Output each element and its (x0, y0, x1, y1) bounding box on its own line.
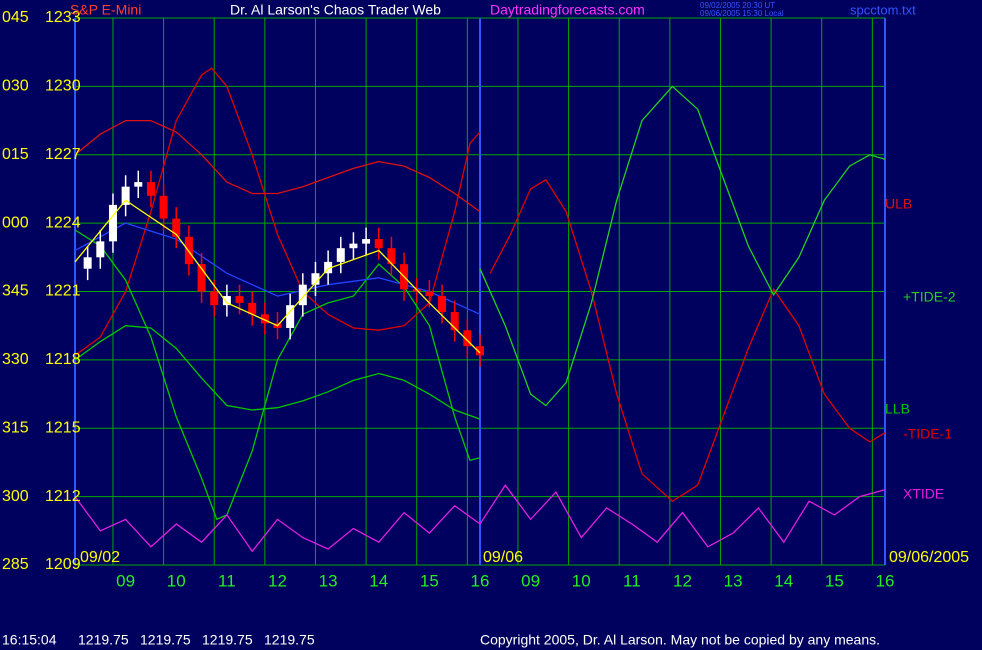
legend-label: LLB (885, 401, 910, 417)
date-label: 09/06 (483, 549, 523, 566)
quote-value: 1219.75 (264, 632, 315, 648)
series-line (74, 199, 481, 354)
x-tick-label: 13 (724, 571, 743, 590)
price-body (83, 257, 92, 269)
y-tick-label: 1224 (45, 214, 81, 231)
price-body (260, 314, 269, 324)
price-body (425, 291, 434, 297)
price-body (286, 305, 295, 328)
x-tick-label: 11 (218, 571, 236, 590)
y-tick-code: 000 (2, 214, 29, 231)
price-body (476, 346, 484, 356)
x-tick-label: 12 (268, 571, 287, 590)
y-tick-code: 045 (2, 9, 29, 26)
price-body (336, 248, 345, 262)
price-body (222, 296, 231, 306)
y-tick-label: 1221 (45, 283, 81, 300)
price-body (463, 330, 472, 347)
y-tick-code: 300 (2, 488, 29, 505)
date-label: 09/02 (80, 549, 120, 566)
price-body (324, 261, 333, 274)
x-tick-label: 15 (825, 571, 844, 590)
price-body (159, 195, 168, 219)
x-tick-label: 10 (167, 571, 186, 590)
legend-label: -TIDE-1 (903, 426, 952, 442)
x-tick-label: 13 (319, 571, 338, 590)
price-body (108, 204, 117, 242)
x-tick-label: 16 (471, 571, 490, 590)
x-tick-label: 16 (876, 571, 895, 590)
y-tick-label: 1209 (45, 556, 81, 573)
grid (75, 17, 885, 566)
series-line (74, 119, 481, 213)
y-tick-code: 330 (2, 351, 29, 368)
price-body (134, 182, 143, 187)
legend-label: XTIDE (903, 486, 944, 502)
date-label: 09/06/2005 (889, 549, 969, 566)
x-tick-label: 10 (572, 571, 591, 590)
y-tick-code: 345 (2, 283, 29, 300)
price-body (197, 264, 206, 292)
series-line (74, 484, 886, 553)
price-body (121, 186, 130, 205)
series-line (74, 325, 481, 420)
price-body (210, 291, 219, 306)
x-tick-label: 09 (116, 571, 135, 590)
price-body (235, 296, 244, 303)
price-body (146, 182, 155, 196)
quote-value: 1219.75 (140, 632, 191, 648)
price-body (172, 218, 181, 237)
x-tick-label: 11 (623, 571, 641, 590)
file-name: spcctom.txt (850, 2, 916, 17)
y-tick-label: 1212 (45, 488, 81, 505)
price-body (362, 239, 371, 244)
y-tick-code: 015 (2, 146, 29, 163)
price-body (349, 243, 358, 249)
series-line (74, 229, 481, 521)
subtitle: Daytradingforecasts.com (490, 2, 645, 18)
price-body (450, 312, 459, 331)
title: Dr. Al Larson's Chaos Trader Web (230, 2, 441, 18)
price-body (438, 296, 447, 313)
plot-area (74, 67, 886, 553)
price-body (298, 284, 307, 306)
y-tick-label: 1233 (45, 9, 81, 26)
symbol: S&P E-Mini (70, 2, 141, 18)
series-line (479, 85, 886, 407)
price-body (374, 239, 383, 249)
y-tick-label: 1218 (45, 351, 81, 368)
quote-value: 1219.75 (78, 632, 129, 648)
y-tick-code: 285 (2, 556, 29, 573)
timestamp: 09/06/2005 15:30 Local (700, 9, 784, 18)
y-tick-code: 315 (2, 419, 29, 436)
y-tick-label: 1215 (45, 419, 81, 436)
timestamp: 09/02/2005 20:30 UT (700, 1, 775, 10)
y-tick-label: 1230 (45, 78, 81, 95)
y-tick-code: 030 (2, 78, 29, 95)
legend-label: ULB (885, 196, 912, 212)
series-line (74, 222, 481, 315)
x-tick-label: 12 (673, 571, 692, 590)
x-tick-label: 14 (369, 571, 388, 590)
x-tick-label: 15 (420, 571, 439, 590)
legend-label: +TIDE-2 (903, 289, 956, 305)
price-body (311, 273, 320, 285)
price-body (387, 248, 396, 265)
quote-value: 1219.75 (202, 632, 253, 648)
x-tick-label: 14 (774, 571, 793, 590)
price-body (248, 302, 257, 315)
copyright: Copyright 2005, Dr. Al Larson. May not b… (480, 632, 880, 648)
price-body (96, 241, 105, 258)
quote-time: 16:15:04 (2, 632, 57, 648)
x-tick-label: 09 (521, 571, 540, 590)
y-tick-label: 1227 (45, 146, 81, 163)
series-line (489, 178, 886, 503)
